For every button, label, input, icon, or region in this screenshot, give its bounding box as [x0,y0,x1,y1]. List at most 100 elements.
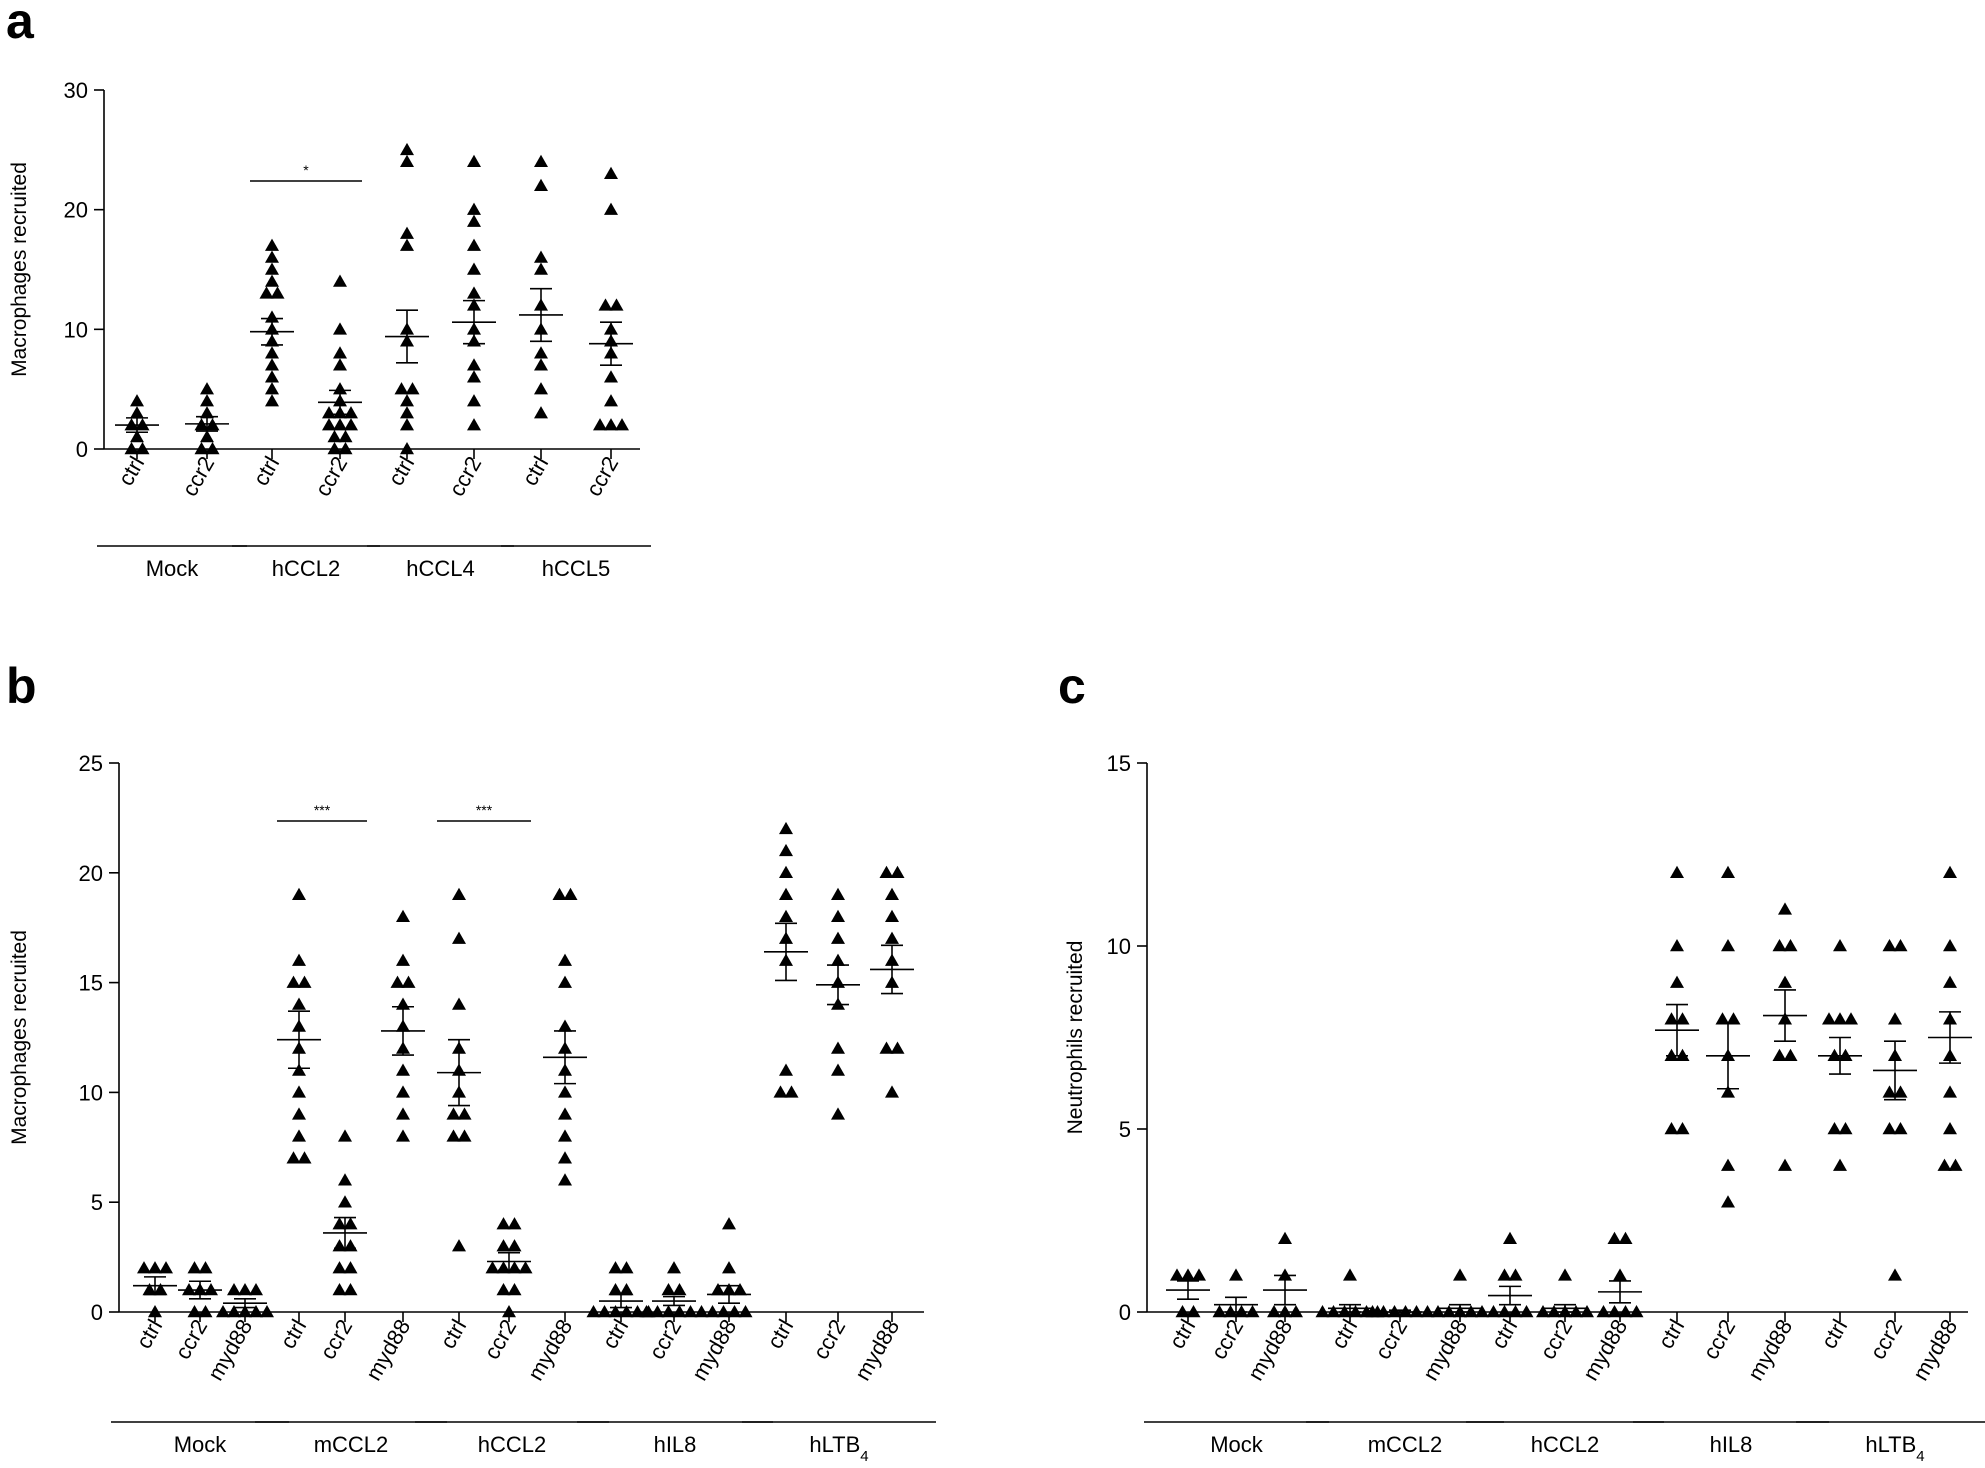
data-point [1778,1158,1792,1171]
data-point [619,1283,634,1296]
data-point [292,887,306,901]
data-point [1948,1158,1963,1171]
group-label: hIL8 [1710,1432,1753,1457]
data-point [1783,939,1798,952]
y-tick-label: 20 [79,861,103,886]
data-point [1943,1122,1957,1135]
data-point [558,1173,572,1186]
data-point [507,1239,522,1252]
data-point [265,370,279,383]
significance-label: *** [314,802,331,818]
data-point [683,1305,698,1318]
group-label: Mock [1210,1432,1264,1457]
category-label: ccr2 [1698,1315,1740,1363]
data-point [831,953,845,966]
data-point [534,154,548,168]
data-point [1547,1305,1561,1318]
category-label: ccr2 [1370,1315,1412,1363]
data-point [779,887,793,901]
data-point [1943,939,1957,952]
data-point [265,262,279,275]
data-point [400,238,414,251]
group-label: hCCL2 [272,556,340,581]
group-label: Mock [174,1432,228,1457]
data-point [609,298,624,311]
data-point [1234,1305,1249,1318]
data-point [1278,1305,1292,1318]
data-point [130,430,144,443]
data-point [396,1129,410,1142]
group-label: hCCL4 [406,556,474,581]
data-point [1721,1085,1735,1098]
data-point [405,382,420,395]
data-point [831,1107,845,1120]
data-point [661,1305,676,1318]
y-tick-label: 10 [79,1080,103,1105]
category-label: ctrl [383,452,419,490]
significance-label: *** [476,802,493,818]
data-point [286,1151,301,1164]
data-point [667,1261,681,1274]
panel-c-letter: c [1058,658,1086,714]
data-point [1326,1305,1341,1318]
category-label: myd88 [1578,1315,1633,1385]
data-point [773,1085,788,1098]
group-label: hCCL2 [478,1432,546,1457]
y-tick-label: 0 [76,437,88,462]
group-label: hCCL5 [542,556,610,581]
data-point [446,1129,461,1142]
data-point [619,1305,634,1318]
data-point [1613,1268,1627,1281]
data-point [1503,1231,1517,1245]
data-point [604,166,618,180]
group-label: hLTB4 [1865,1432,1924,1465]
data-point [1838,1122,1853,1135]
data-point [558,1107,572,1120]
data-point [1882,939,1897,952]
data-point [597,1305,612,1318]
data-point [1943,1085,1957,1098]
data-point [598,298,613,311]
data-point [265,358,279,371]
data-point [1721,1195,1735,1208]
data-point [1175,1305,1190,1318]
data-point [1822,1012,1836,1025]
data-point [396,1107,410,1120]
data-point [1943,865,1957,879]
data-point [1833,939,1847,952]
data-point [1536,1305,1550,1318]
category-label: ccr2 [808,1315,850,1363]
data-point [332,1217,347,1230]
data-point [205,442,220,455]
data-point [227,1283,241,1296]
data-point [604,202,618,215]
data-point [148,1305,162,1318]
data-point [265,238,279,251]
data-point [322,418,336,431]
data-point [518,1261,533,1274]
data-point [467,202,481,215]
data-point [467,286,481,299]
data-point [148,1261,162,1274]
data-point [204,1283,218,1296]
data-point [779,821,793,835]
data-point [1245,1305,1260,1318]
data-point [297,975,312,988]
data-point [198,1305,213,1318]
group-label: hCCL2 [1531,1432,1599,1457]
data-point [496,1283,511,1296]
data-point [639,1305,654,1318]
category-label: ctrl [597,1315,633,1353]
data-point [738,1305,753,1318]
data-point [187,1261,202,1274]
data-point [1618,1305,1633,1318]
data-point [650,1305,665,1318]
data-point [608,1261,623,1274]
data-point [604,394,618,407]
data-point [1348,1305,1363,1318]
data-point [1558,1268,1572,1281]
data-point [1409,1305,1424,1318]
data-point [265,310,279,323]
data-point [1387,1305,1402,1318]
